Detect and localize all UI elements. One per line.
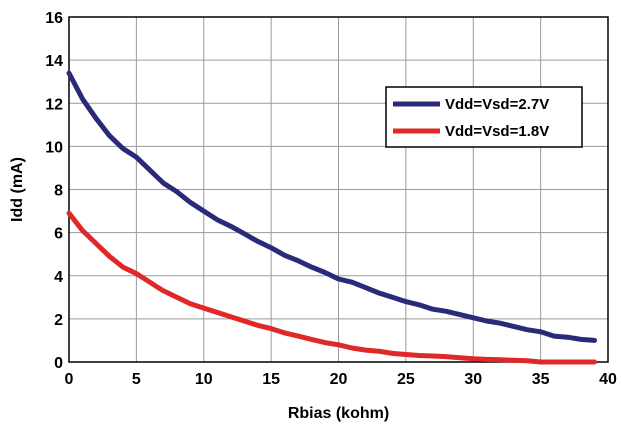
legend-box [385,86,583,148]
y-tick-label: 10 [45,139,63,156]
x-tick-label: 15 [262,371,280,388]
legend-label-series-2: Vdd=Vsd=1.8V [445,123,549,140]
series-line-2 [66,210,597,365]
series-line-1 [66,70,597,343]
y-axis-ticks: 0 2 4 6 8 10 12 14 16 [45,10,63,372]
y-tick-label: 4 [54,269,63,286]
y-tick-label: 2 [54,312,63,329]
x-tick-label: 10 [195,371,213,388]
y-tick-label: 14 [45,53,63,70]
x-tick-label: 20 [330,371,348,388]
x-axis-title: Rbias (kohm) [288,405,389,422]
series-layer [66,70,597,365]
y-tick-label: 12 [45,96,63,113]
x-tick-label: 30 [464,371,482,388]
plot-area-frame [68,16,609,363]
y-axis-title: Idd (mA) [9,157,26,222]
x-tick-label: 0 [65,371,74,388]
y-tick-label: 16 [45,10,63,27]
y-tick-label: 0 [54,355,63,372]
x-tick-label: 25 [397,371,415,388]
legend: Vdd=Vsd=2.7V Vdd=Vsd=1.8V [385,86,583,148]
grid-lines [69,17,608,362]
x-tick-label: 35 [532,371,550,388]
y-tick-label: 6 [54,226,63,243]
y-tick-label: 8 [54,183,63,200]
x-axis-ticks: 0 5 10 15 20 25 30 35 40 [65,371,617,388]
x-tick-label: 5 [132,371,141,388]
x-tick-label: 40 [599,371,617,388]
legend-label-series-1: Vdd=Vsd=2.7V [445,96,549,113]
